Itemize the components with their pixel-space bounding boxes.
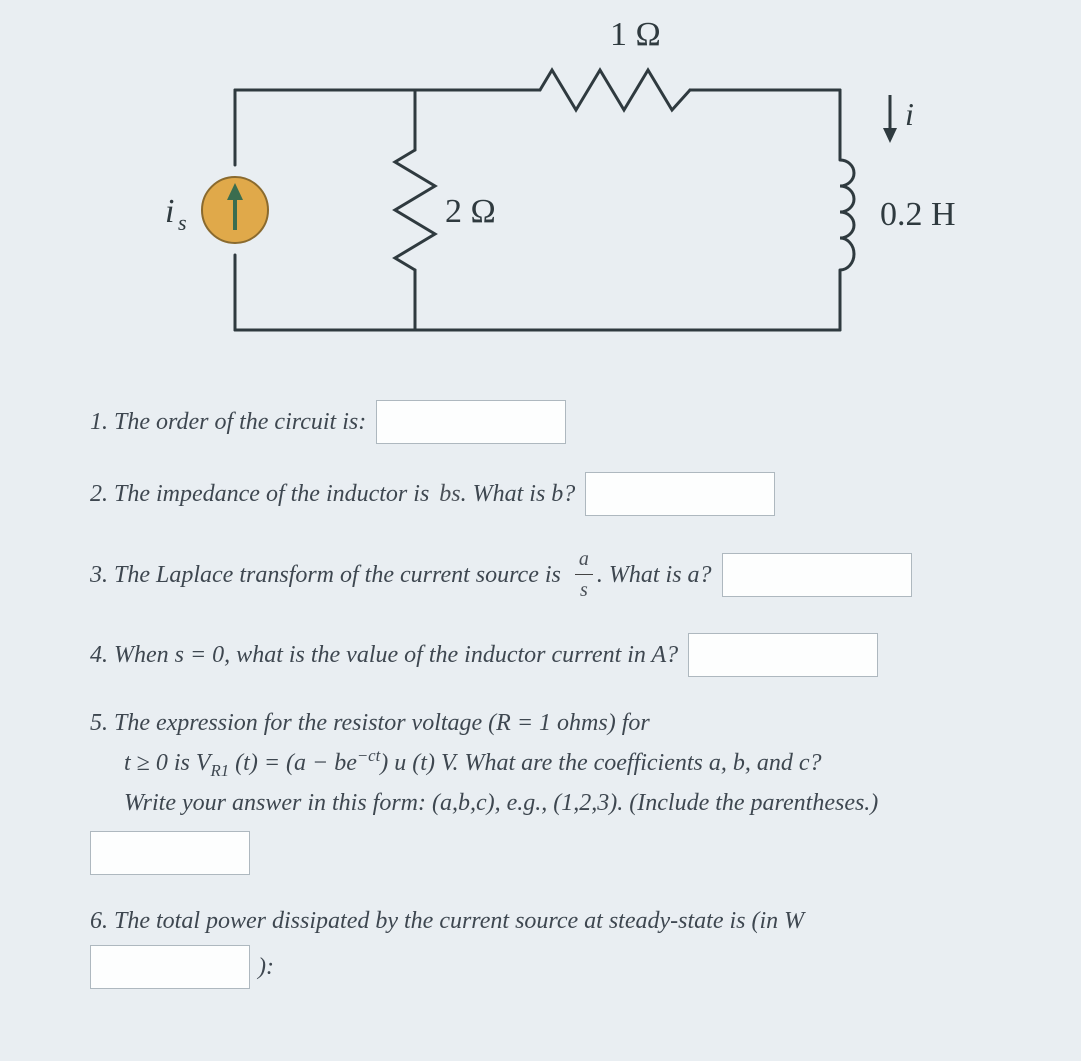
q5-line2: t ≥ 0 is VR1 (t) = (a − be−ct) u (t) V. …: [90, 743, 1000, 783]
question-4: 4. When s = 0, what is the value of the …: [90, 633, 1010, 677]
q5-l2a-sub: R1: [211, 761, 230, 780]
label-inductor: 0.2 H: [880, 196, 956, 233]
q3-text-b: . What is a?: [597, 557, 712, 593]
q3-text-a: 3. The Laplace transform of the current …: [90, 557, 561, 593]
q1-text: 1. The order of the circuit is:: [90, 404, 366, 440]
label-i: i: [905, 96, 914, 132]
q2-text-b: . What is b?: [461, 476, 576, 512]
q1-input[interactable]: [376, 400, 566, 444]
q2-bs: bs: [439, 476, 460, 512]
label-is-sub: s: [178, 210, 187, 235]
question-5: 5. The expression for the resistor volta…: [90, 705, 1010, 875]
q6-text-a: 6. The total power dissipated by the cur…: [90, 903, 1000, 939]
q2-input[interactable]: [585, 472, 775, 516]
q5-l2b: (t) = (a − be: [229, 750, 357, 776]
q3-frac-num: a: [575, 544, 593, 575]
q3-frac-den: s: [575, 575, 593, 605]
question-2: 2. The impedance of the inductor is bs .…: [90, 472, 1010, 516]
question-3: 3. The Laplace transform of the current …: [90, 544, 1010, 605]
q5-line3: Write your answer in this form: (a,b,c),…: [90, 785, 1000, 821]
circuit-svg: 1 Ω 2 Ω 0.2 H i s i: [80, 10, 980, 370]
q5-input[interactable]: [90, 831, 250, 875]
q4-input[interactable]: [688, 633, 878, 677]
q2-text-a: 2. The impedance of the inductor is: [90, 476, 429, 512]
question-1: 1. The order of the circuit is:: [90, 400, 1010, 444]
questions-block: 1. The order of the circuit is: 2. The i…: [90, 400, 1010, 1017]
circuit-diagram: 1 Ω 2 Ω 0.2 H i s i: [80, 10, 980, 370]
label-r2: 2 Ω: [445, 193, 496, 230]
q6-text-b: ):: [258, 949, 274, 985]
page-root: 1 Ω 2 Ω 0.2 H i s i 1. The order of the …: [0, 0, 1081, 1061]
q3-input[interactable]: [722, 553, 912, 597]
question-6: 6. The total power dissipated by the cur…: [90, 903, 1010, 989]
q5-line1: 5. The expression for the resistor volta…: [90, 705, 1000, 741]
q6-input[interactable]: [90, 945, 250, 989]
q5-l2a: t ≥ 0 is V: [124, 750, 211, 776]
label-is: i: [165, 193, 174, 230]
q3-fraction: a s: [575, 544, 593, 605]
label-r1: 1 Ω: [610, 16, 661, 53]
q5-l2c: ) u (t) V. What are the coefficients a, …: [380, 750, 821, 776]
q5-l2b-sup: −ct: [357, 746, 380, 765]
q4-text: 4. When s = 0, what is the value of the …: [90, 637, 678, 673]
